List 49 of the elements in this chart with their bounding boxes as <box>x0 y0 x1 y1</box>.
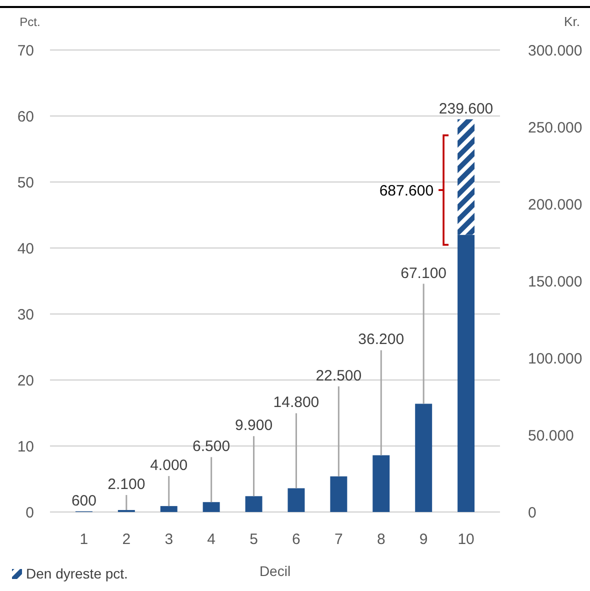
annotation: 67.100 <box>400 264 447 282</box>
bar <box>160 506 178 512</box>
y2-axis-title: Kr. <box>564 14 580 29</box>
bar <box>458 119 475 235</box>
x-tick-label: 6 <box>292 531 300 548</box>
x-tick-label: 5 <box>250 531 258 548</box>
bar <box>458 234 475 512</box>
x-tick-label: 3 <box>164 531 174 548</box>
y-tick-label: 60 <box>17 108 34 126</box>
bar <box>330 476 348 512</box>
y-tick-label: 70 <box>17 42 34 60</box>
x-tick-label: 2 <box>122 531 131 548</box>
bar <box>415 404 432 512</box>
y2-tick-label: 150.000 <box>528 273 582 290</box>
x-tick-label: 1 <box>80 531 88 548</box>
annotation: 687.600 <box>379 182 434 200</box>
y2-tick-label: 50.000 <box>528 427 574 444</box>
annotation: 9.900 <box>235 417 273 434</box>
annotation: 2.100 <box>108 476 146 494</box>
y-tick-label: 0 <box>26 504 34 522</box>
bar <box>202 502 220 512</box>
annotation: 22.500 <box>316 367 362 384</box>
x-tick-label: 9 <box>419 531 428 548</box>
annotation: 600 <box>71 492 96 510</box>
bar <box>372 455 390 512</box>
annotation: 14.800 <box>273 394 320 412</box>
x-tick-label: 7 <box>334 531 343 548</box>
bar <box>288 488 305 512</box>
y-tick-label: 40 <box>17 240 34 258</box>
y2-tick-label: 250.000 <box>528 119 582 136</box>
y2-tick-label: 100.000 <box>528 350 582 368</box>
y-tick-label: 30 <box>17 306 34 324</box>
annotation: 4.000 <box>150 457 188 474</box>
annotation: 6.500 <box>192 438 230 456</box>
legend-label: Den dyreste pct. <box>26 565 128 582</box>
y2-tick-label: 200.000 <box>528 196 582 214</box>
annotation: 36.200 <box>358 331 404 348</box>
x-tick-label: 10 <box>458 531 474 548</box>
x-tick-label: 4 <box>207 531 216 548</box>
y-tick-label: 20 <box>17 372 34 390</box>
y2-tick-label: 0 <box>528 504 536 522</box>
y-tick-label: 50 <box>17 174 34 192</box>
bar <box>245 496 262 512</box>
x-axis-title: Decil <box>259 563 291 579</box>
y-axis-title: Pct. <box>20 15 40 29</box>
y-tick-label: 10 <box>17 438 34 456</box>
annotation: 239.600 <box>438 100 494 118</box>
x-tick-label: 8 <box>376 531 386 548</box>
y2-tick-label: 300.000 <box>528 42 582 60</box>
